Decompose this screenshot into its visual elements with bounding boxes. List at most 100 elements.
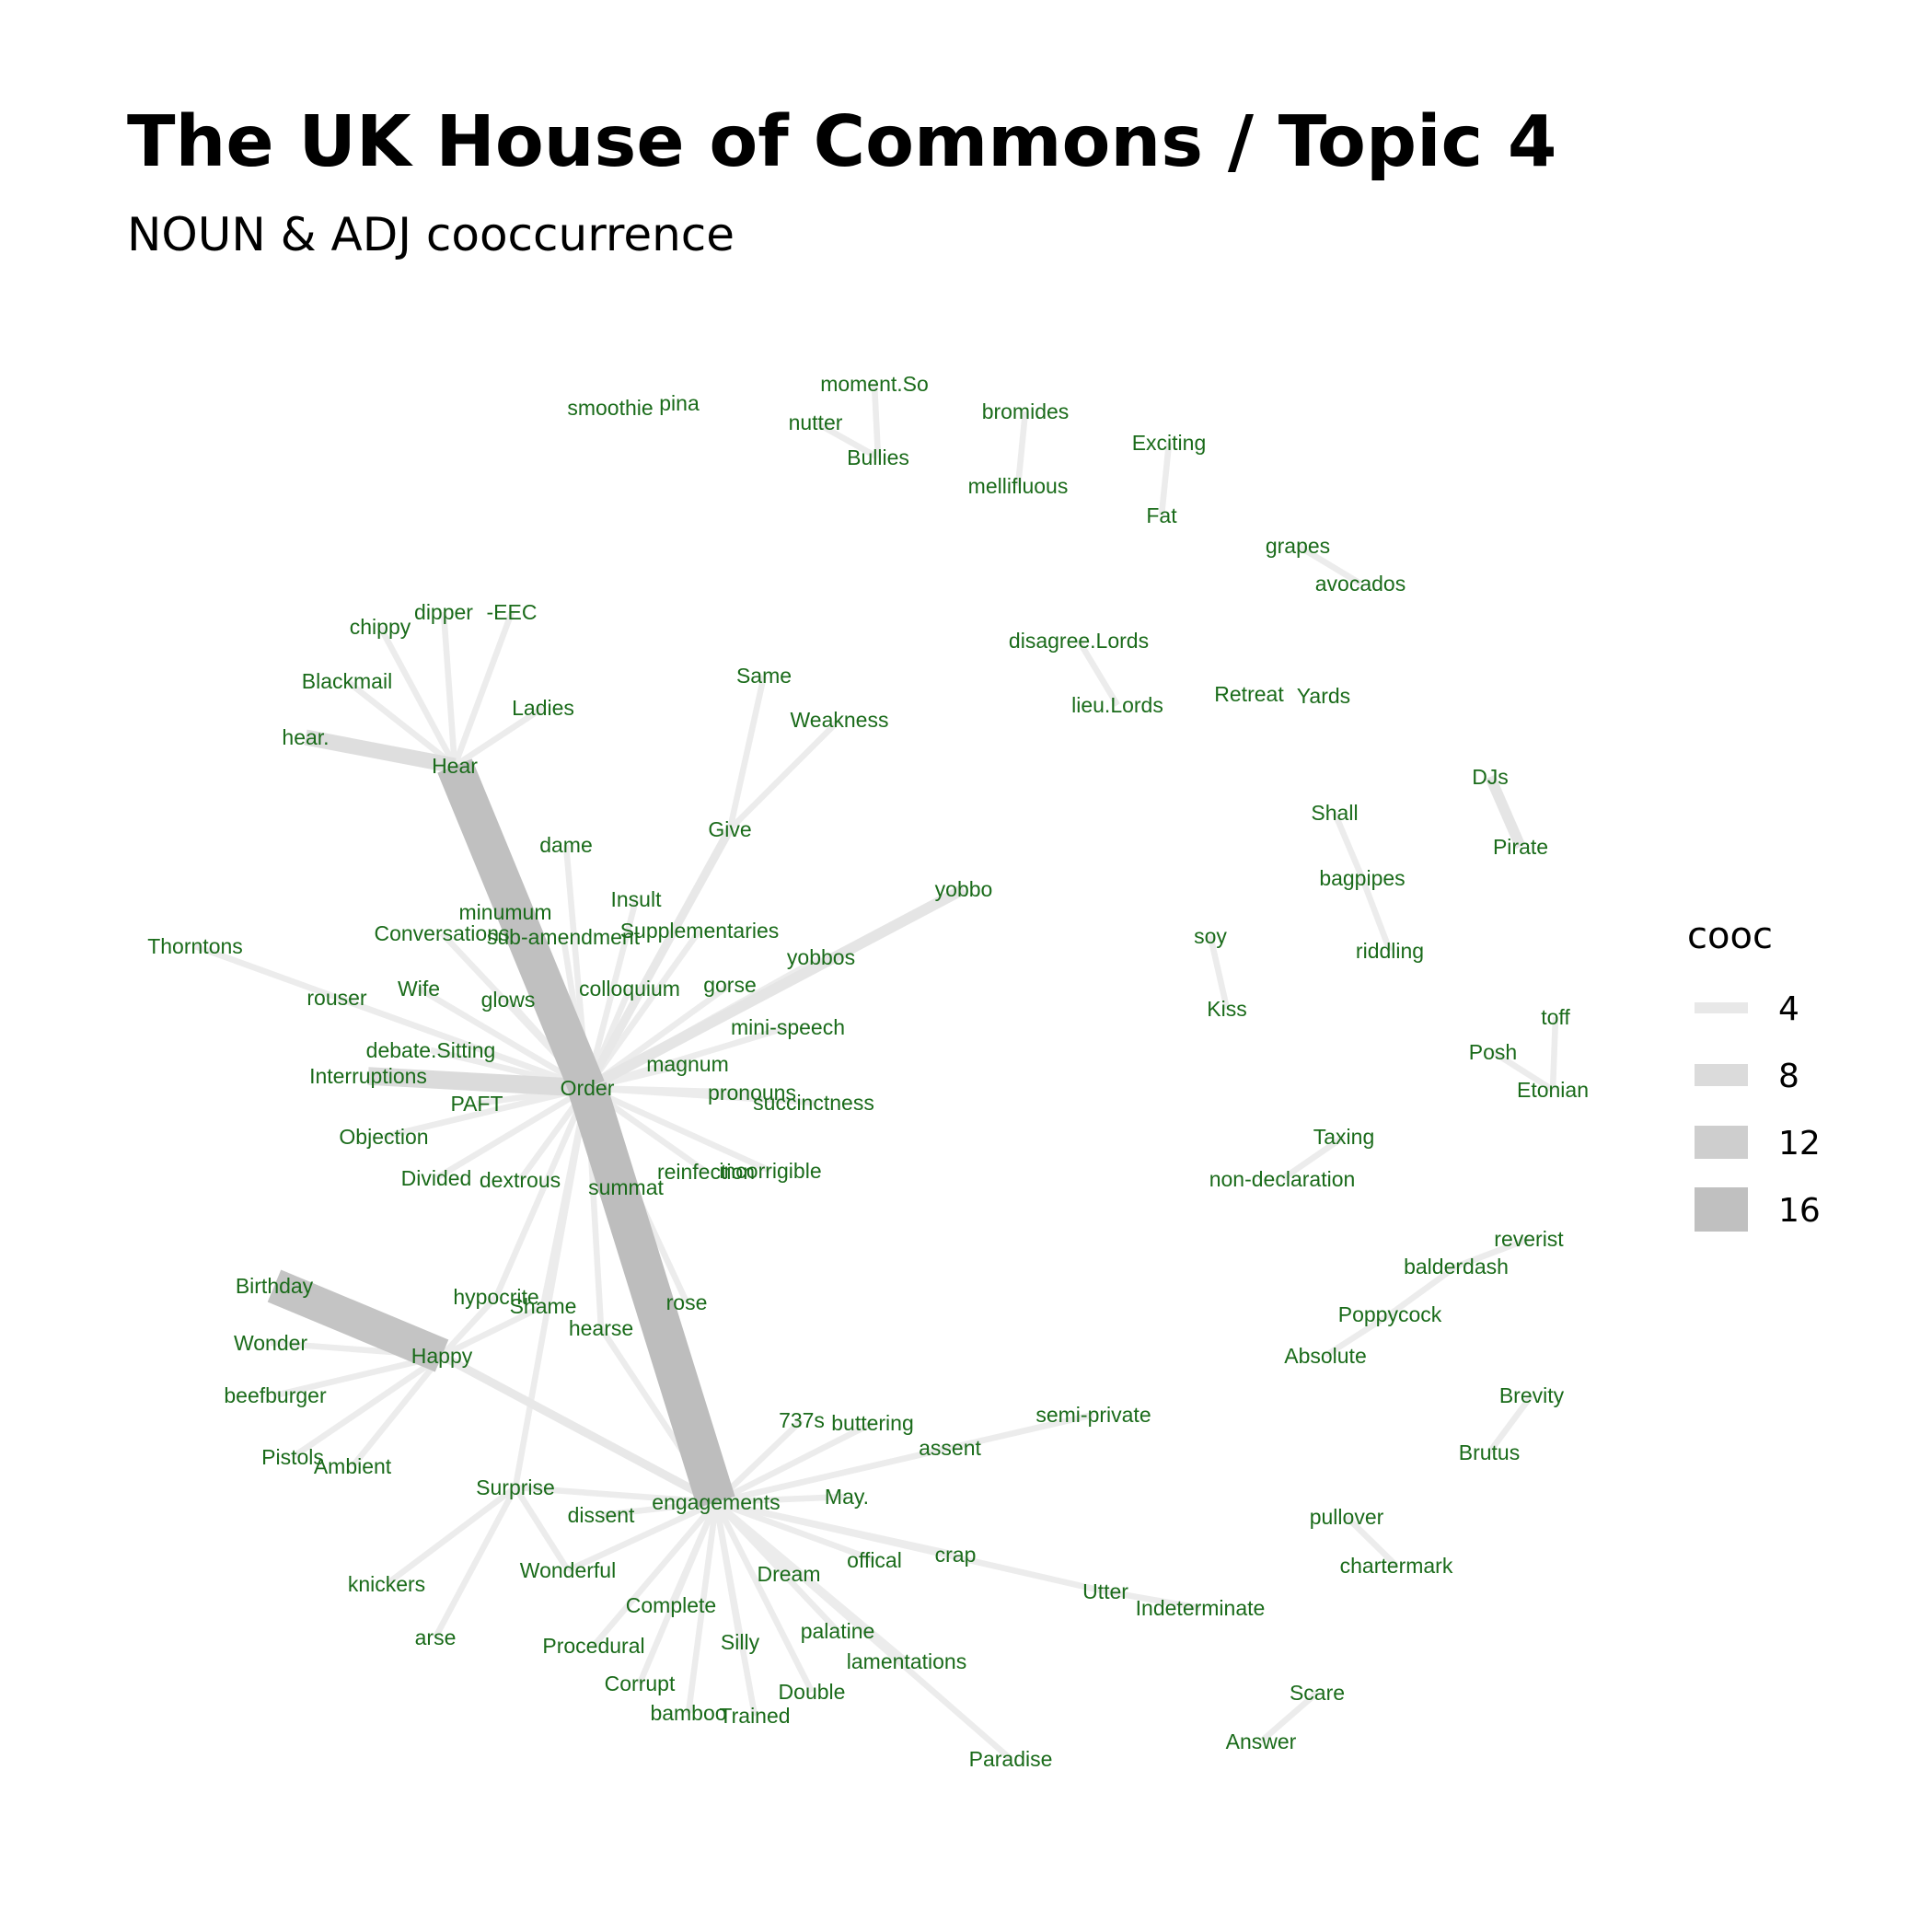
node-label-paft: PAFT — [450, 1092, 503, 1116]
edge-bamboo-engagements — [685, 1501, 720, 1714]
node-label-lamentations: lamentations — [847, 1649, 966, 1673]
edge-hear-hear — [304, 729, 457, 774]
edge-eec-hear — [451, 610, 515, 768]
node-label-gorse: gorse — [703, 973, 757, 997]
edge-surprise-knickers — [385, 1485, 517, 1587]
node-label-divided: Divided — [401, 1166, 472, 1190]
edge-same-give — [726, 675, 768, 830]
node-label-exciting: Exciting — [1132, 431, 1207, 455]
legend-swatch-16 — [1695, 1187, 1748, 1232]
node-label-corrupt: Corrupt — [605, 1672, 676, 1695]
edge-dipper-hear — [440, 611, 458, 767]
node-label-dipper: dipper — [414, 600, 473, 624]
edge-disagree-lords-lieu-lords — [1076, 639, 1120, 707]
edge-exciting-fat — [1158, 442, 1173, 516]
node-label-taxing: Taxing — [1313, 1125, 1374, 1149]
legend: cooc 4 8 12 16 — [1687, 915, 1821, 1232]
legend-label-8: 8 — [1778, 1058, 1799, 1095]
edge-double-engagements — [713, 1500, 815, 1694]
node-label-interruptions: Interruptions — [309, 1064, 427, 1088]
edge-order-engagements — [568, 1082, 735, 1509]
edge-layer — [193, 383, 1559, 1762]
edge-blackmail-hear — [344, 678, 457, 769]
node-label-nutter: nutter — [789, 411, 843, 434]
node-label-wonder: Wonder — [234, 1331, 307, 1355]
edge-shall-bagpipes — [1331, 811, 1366, 880]
node-label-rouser: rouser — [307, 986, 367, 1010]
node-label-debate-sitting: debate.Sitting — [366, 1038, 496, 1062]
node-label-assent: assent — [919, 1436, 981, 1460]
edge-bromides-mellifluous — [1014, 411, 1029, 487]
node-label-hypocrite: hypocrite — [453, 1285, 538, 1309]
node-label-incorrigible: incorrigible — [719, 1159, 821, 1183]
edge-happy-engagements — [439, 1351, 719, 1507]
edge-incorrigible-order — [585, 1084, 772, 1174]
node-label-sub-amendment: sub-amendment — [487, 925, 641, 949]
node-label-engagements: engagements — [652, 1490, 780, 1514]
node-label-chippy: chippy — [350, 615, 411, 639]
node-label-bagpipes: bagpipes — [1319, 866, 1405, 890]
node-label-poppycock: Poppycock — [1338, 1302, 1442, 1326]
node-label-shame: Shame — [510, 1294, 577, 1318]
node-label-dissent: dissent — [568, 1503, 635, 1527]
edge-balderdash-poppycock — [1388, 1264, 1458, 1317]
node-label-birthday: Birthday — [236, 1274, 314, 1298]
plot-title: The UK House of Commons / Topic 4 — [127, 101, 1557, 183]
edge-trained-engagements — [712, 1501, 758, 1717]
node-label-dextrous: dextrous — [480, 1168, 561, 1192]
edge-may-engagements — [715, 1493, 848, 1506]
node-label-may: May. — [825, 1485, 869, 1509]
node-label-colloquium: colloquium — [579, 977, 680, 1001]
legend-swatch-4 — [1695, 1002, 1748, 1013]
edge-utter-engagements — [715, 1498, 1106, 1595]
edge-surprise-wonderful — [513, 1486, 571, 1572]
node-label-arse: arse — [415, 1625, 457, 1649]
node-label-trained: Trained — [719, 1704, 790, 1728]
plot-subtitle: NOUN & ADJ cooccurrence — [127, 208, 735, 261]
node-label-pina: pina — [659, 391, 700, 415]
edge-weakness-give — [727, 717, 842, 832]
node-label-minumum: minumum — [459, 900, 552, 924]
edge-succinctness-order — [586, 1084, 815, 1106]
node-label-hear: hear. — [282, 725, 329, 749]
node-label-bullies: Bullies — [847, 445, 909, 469]
edge-corrupt-engagements — [636, 1500, 720, 1685]
node-label-semi-private: semi-private — [1035, 1403, 1151, 1427]
edge-wonderful-engagements — [566, 1499, 718, 1573]
node-label-retreat: Retreat — [1214, 682, 1284, 706]
node-label-yobbo: yobbo — [935, 877, 993, 901]
node-label-disagree-lords: disagree.Lords — [1009, 629, 1149, 653]
edge-nutter-bullies — [814, 420, 880, 460]
edge-poppycock-absolute — [1324, 1312, 1392, 1359]
edge-soy-kiss — [1207, 935, 1231, 1010]
node-label-737s: 737s — [779, 1408, 825, 1432]
edge-paradise-engagements — [713, 1499, 1013, 1762]
node-label-ladies: Ladies — [512, 696, 574, 720]
node-label-toff: toff — [1541, 1005, 1570, 1029]
edge-surprise-arse — [433, 1486, 518, 1639]
node-label-shall: Shall — [1311, 801, 1358, 825]
node-label-wife: Wife — [398, 977, 440, 1001]
edge-buttering-engagements — [714, 1420, 874, 1505]
node-label-mini-speech: mini-speech — [731, 1015, 845, 1039]
edge-bagpipes-riddling — [1359, 876, 1394, 953]
edge-grapes-avocados — [1296, 543, 1362, 586]
node-label-reinfection: reinfection — [657, 1160, 755, 1184]
node-label-beefburger: beefburger — [224, 1383, 327, 1407]
node-label-yobbos: yobbos — [787, 945, 855, 969]
node-label-bamboo: bamboo — [650, 1701, 726, 1725]
node-label-ambient: Ambient — [314, 1454, 392, 1478]
edge-posh-etonian — [1491, 1049, 1555, 1093]
edge-hypocrite-happy — [439, 1294, 499, 1359]
node-label-magnum: magnum — [646, 1052, 728, 1076]
edge-hypocrite-order — [492, 1086, 591, 1299]
node-label-silly: Silly — [721, 1630, 760, 1654]
edge-moment-so-bullies — [871, 383, 882, 458]
edge-brevity-brutus — [1487, 1394, 1534, 1454]
edge-surprise-engagements — [515, 1484, 717, 1506]
edge-give-order — [583, 827, 735, 1091]
node-label-yards: Yards — [1297, 684, 1350, 708]
node-label-answer: Answer — [1226, 1730, 1297, 1753]
node-label-utter: Utter — [1082, 1579, 1128, 1603]
